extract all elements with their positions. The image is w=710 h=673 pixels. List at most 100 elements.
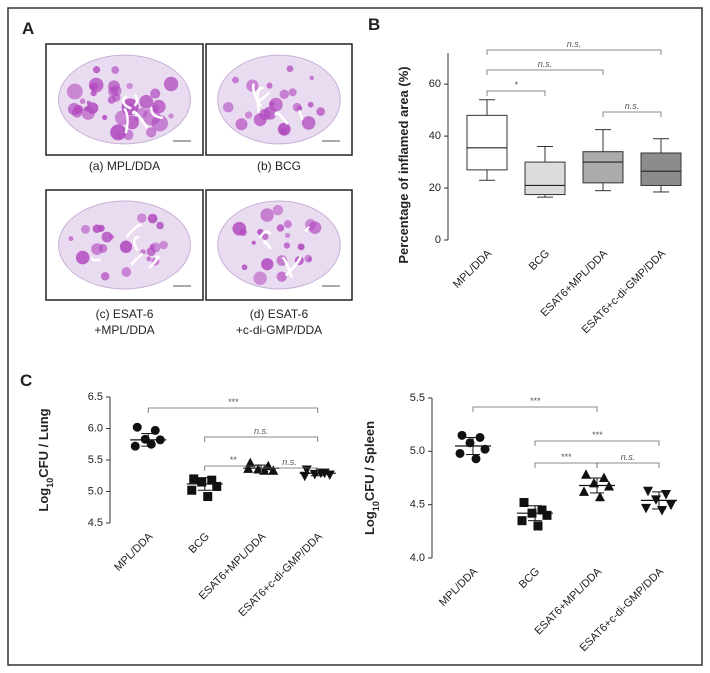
airway — [150, 107, 164, 120]
point — [599, 472, 609, 482]
y-tick-label: 4.5 — [410, 499, 425, 511]
stain — [261, 258, 274, 271]
stain — [107, 95, 116, 104]
significance-label: n.s. — [254, 426, 269, 436]
x-tick-label: BCG — [527, 248, 552, 273]
stain — [253, 271, 267, 286]
point — [465, 438, 475, 448]
airway — [123, 107, 129, 134]
y-tick-label: 5.0 — [410, 445, 425, 457]
stain — [79, 98, 86, 105]
x-tick-label: BCG — [187, 531, 212, 556]
significance-label: *** — [228, 397, 239, 407]
significance-bracket — [486, 49, 662, 55]
stain — [288, 88, 297, 97]
x-tick-label: BCG — [517, 566, 542, 591]
stain — [110, 124, 127, 141]
y-tick-label: 60 — [429, 78, 441, 90]
x-tick-label: ESAT6+MPL/DDA — [532, 565, 604, 637]
stain — [163, 76, 179, 92]
stain — [121, 267, 132, 277]
stain — [263, 106, 277, 120]
significance-bracket — [486, 69, 604, 75]
stain — [151, 115, 169, 132]
significance-label: *** — [561, 452, 572, 462]
point — [455, 448, 465, 458]
stain — [309, 75, 314, 81]
panel-label: B — [368, 15, 380, 34]
stain — [89, 84, 96, 90]
image-caption: (c) ESAT-6 — [96, 307, 154, 321]
stain — [168, 113, 174, 119]
point — [533, 521, 543, 531]
point — [457, 430, 467, 440]
airway — [304, 226, 311, 233]
box — [640, 152, 682, 186]
airway — [130, 252, 144, 266]
stain — [307, 257, 312, 262]
y-axis-label-part: CFU / Spleen — [362, 421, 377, 501]
point — [517, 516, 527, 526]
significance-label: *** — [592, 430, 603, 440]
significance-bracket — [486, 90, 546, 96]
stain — [101, 231, 113, 243]
box — [466, 114, 508, 171]
point — [212, 481, 222, 491]
image-caption: (b) BCG — [257, 159, 301, 173]
stain — [100, 271, 110, 281]
point — [130, 441, 140, 451]
stain — [116, 134, 121, 139]
stain — [272, 204, 284, 216]
stain — [307, 101, 314, 108]
significance-label: *** — [530, 396, 541, 406]
point — [189, 474, 199, 484]
airway — [132, 235, 140, 252]
point — [259, 465, 270, 475]
significance-label: n.s. — [538, 59, 553, 69]
point — [132, 422, 142, 432]
y-axis-label: Log10CFU / Spleen — [362, 421, 381, 535]
significance-label: n.s. — [567, 39, 582, 49]
y-axis-label-part: 10 — [371, 501, 381, 511]
stain — [68, 236, 74, 242]
point — [661, 490, 671, 500]
airway — [91, 257, 101, 262]
stain — [146, 127, 157, 138]
airway — [122, 95, 132, 110]
stain — [301, 116, 316, 130]
point — [203, 492, 213, 502]
significance-bracket — [472, 406, 598, 412]
x-tick-label: MPL/DDA — [112, 530, 156, 574]
significance-bracket — [602, 111, 662, 117]
stain — [111, 66, 120, 74]
airway — [256, 86, 264, 113]
airway — [132, 110, 149, 129]
panel-label: A — [22, 19, 34, 38]
y-axis-label-part: Log — [362, 511, 377, 535]
point — [187, 485, 197, 495]
significance-bracket — [534, 440, 660, 446]
stain — [147, 213, 158, 224]
stain — [283, 242, 291, 249]
stain — [279, 89, 289, 100]
stain — [235, 118, 248, 131]
stain — [139, 94, 154, 109]
airway — [125, 223, 143, 238]
point — [595, 491, 605, 502]
point — [140, 434, 150, 444]
stain — [251, 240, 256, 245]
stain — [276, 224, 285, 232]
airway — [263, 240, 272, 250]
stain — [137, 213, 147, 223]
image-caption: (d) ESAT-6 — [250, 307, 309, 321]
x-tick-label: MPL/DDA — [451, 247, 495, 291]
y-tick-label: 6.0 — [88, 422, 103, 434]
y-axis-label-part: CFU / Lung — [36, 408, 51, 477]
point — [197, 477, 207, 487]
point — [537, 505, 547, 515]
image-caption: +MPL/DDA — [94, 323, 154, 337]
figure-border — [7, 7, 703, 666]
stain — [107, 86, 118, 97]
panel-label: C — [20, 371, 32, 390]
